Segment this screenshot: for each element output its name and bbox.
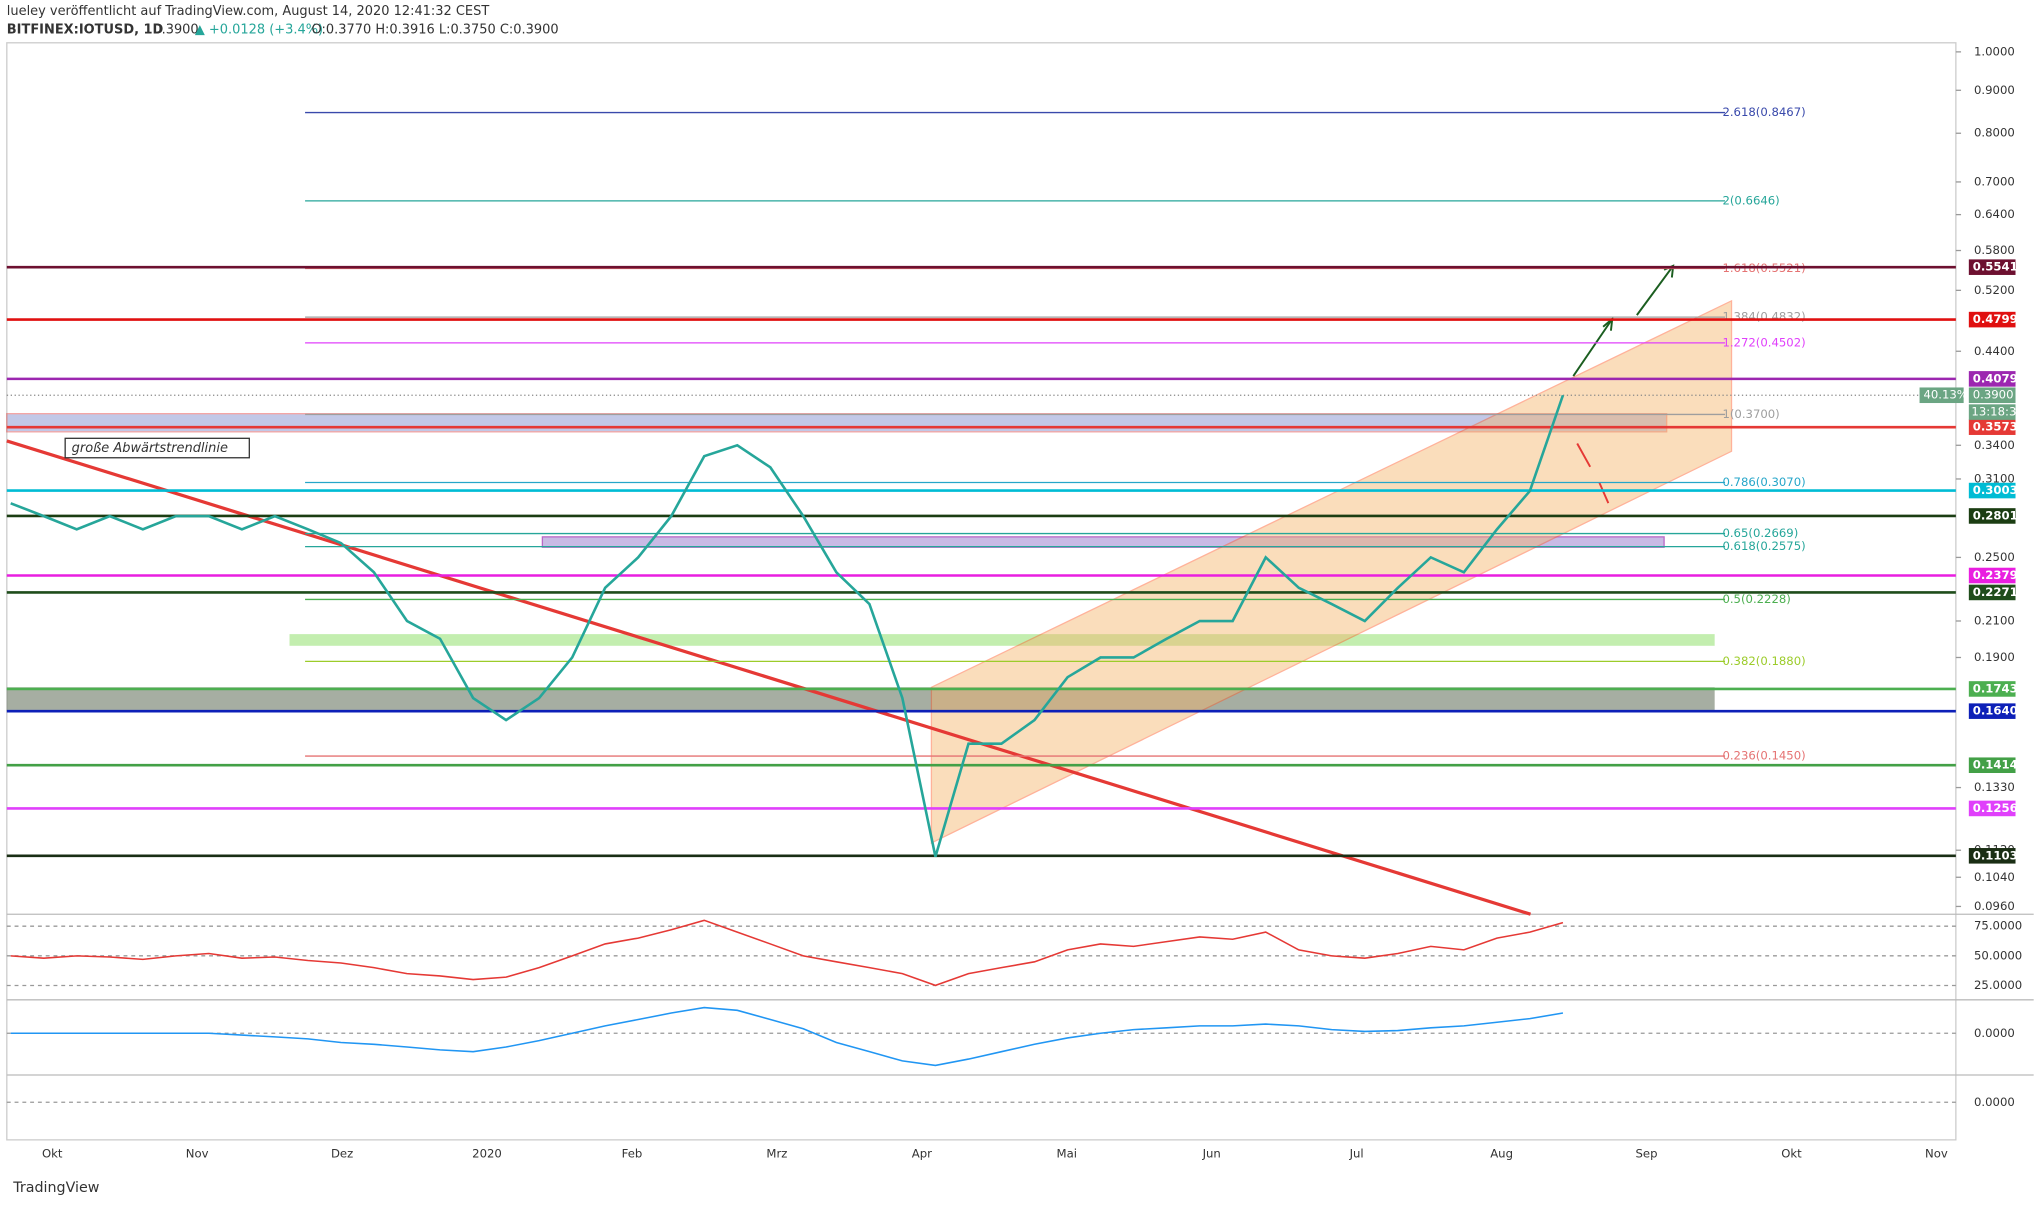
zone — [289, 634, 1715, 646]
level-label: 0.3003 — [1973, 483, 2018, 497]
x-tick-label: Apr — [912, 1147, 932, 1161]
logo: TradingView — [12, 1180, 99, 1196]
price-tag — [1968, 387, 2016, 404]
level-tag — [1968, 419, 2016, 435]
level-tag — [1968, 584, 2016, 601]
rsi-line — [10, 919, 1564, 987]
change-tag — [1919, 387, 1964, 404]
y-tick-label: 0.2500 — [1974, 550, 2015, 564]
y-tick-label: 0.0960 — [1974, 899, 2015, 913]
price-line — [10, 394, 1565, 858]
countdown: 13:18:32 — [1971, 405, 2023, 419]
zone — [6, 687, 1715, 711]
fib-label: 1(0.3700) — [1722, 407, 1779, 421]
symbol: BITFINEX:IOTUSD, 1D — [7, 22, 164, 37]
level-tag — [1968, 567, 2016, 584]
annotation-box — [64, 437, 250, 459]
x-tick-label: Nov — [1925, 1147, 1948, 1161]
y-tick-label: 0.1330 — [1974, 780, 2015, 794]
y-tick-label: 0.0000 — [1974, 1026, 2015, 1040]
level-label: 0.2801 — [1973, 508, 2018, 522]
fib-label: 0.786(0.3070) — [1722, 475, 1805, 489]
x-tick-label: Mai — [1057, 1147, 1077, 1161]
level-tag — [1968, 757, 2016, 774]
level-tag — [1968, 482, 2016, 499]
publisher: lueley veröffentlicht auf TradingView.co… — [7, 4, 490, 19]
zone — [6, 413, 1668, 433]
y-tick-label: 0.1040 — [1974, 870, 2015, 884]
y-tick-label: 0.0000 — [1974, 1095, 2015, 1109]
y-tick-label: 0.7000 — [1974, 174, 2015, 188]
y-tick-label: 75.0000 — [1974, 919, 2022, 933]
x-tick-label: Feb — [622, 1147, 643, 1161]
last-price: 0.3900 — [153, 22, 198, 37]
fib-label: 0.382(0.1880) — [1722, 654, 1805, 668]
level-tag — [1968, 311, 2016, 328]
arrow-up — [1572, 265, 1674, 377]
change: ▲ +0.0128 (+3.4%) — [195, 22, 323, 37]
annotation: große Abwärtstrendlinie — [72, 441, 228, 456]
x-tick-label: Dez — [331, 1147, 353, 1161]
level-tag — [1968, 259, 2016, 275]
y-tick-label: 0.3400 — [1974, 438, 2015, 452]
channel — [930, 299, 1733, 844]
x-tick-label: Okt — [1781, 1147, 1802, 1161]
fib-label: 1.384(0.4832) — [1722, 310, 1805, 324]
y-tick-label: 0.5800 — [1974, 243, 2015, 257]
ohlc: O:0.3770 H:0.3916 L:0.3750 C:0.3900 — [312, 22, 559, 37]
x-tick-label: Nov — [186, 1147, 209, 1161]
x-tick-label: Mrz — [766, 1147, 787, 1161]
y-tick-label: 0.5200 — [1974, 283, 2015, 297]
x-tick-label: Jul — [1349, 1147, 1364, 1161]
macd-line — [10, 1006, 1564, 1067]
fib-label: 0.65(0.2669) — [1722, 526, 1798, 540]
level-label: 0.1414 — [1973, 758, 2018, 772]
y-tick-label: 0.9000 — [1974, 83, 2015, 97]
level-tag — [1968, 371, 2016, 387]
fib-label: 0.236(0.1450) — [1722, 749, 1805, 763]
level-label: 0.3573 — [1973, 420, 2018, 434]
fib-label: 0.5(0.2228) — [1722, 592, 1790, 606]
y-tick-label: 0.8000 — [1974, 126, 2015, 140]
x-tick-label: Jun — [1202, 1147, 1221, 1161]
level-label: 0.1743 — [1973, 681, 2018, 695]
level-label: 0.5541 — [1973, 260, 2018, 274]
level-label: 0.4799 — [1973, 312, 2018, 326]
x-tick-label: 2020 — [472, 1147, 502, 1161]
fib-label: 2(0.6646) — [1722, 193, 1779, 207]
level-tag — [1968, 508, 2016, 524]
change-label: 40.13% — [1923, 388, 1967, 402]
level-tag — [1968, 703, 2016, 719]
x-tick-label: Okt — [42, 1147, 63, 1161]
countdown-tag — [1968, 404, 2016, 420]
y-tick-label: 50.0000 — [1974, 948, 2022, 962]
level-label: 0.4079 — [1973, 371, 2018, 385]
fib-label: 0.618(0.2575) — [1722, 539, 1805, 553]
arrow-down — [1576, 443, 1610, 504]
downtrend-line — [6, 439, 1532, 916]
fib-label: 1.272(0.4502) — [1722, 335, 1805, 349]
y-tick-label: 0.1900 — [1974, 650, 2015, 664]
fib-label: 2.618(0.8467) — [1722, 105, 1805, 119]
y-tick-label: 0.3100 — [1974, 471, 2015, 485]
y-tick-label: 25.0000 — [1974, 978, 2022, 992]
x-tick-label: Aug — [1490, 1147, 1513, 1161]
price-label: 0.3900 — [1973, 388, 2014, 402]
level-tag — [1968, 681, 2016, 697]
x-tick-label: Sep — [1636, 1147, 1658, 1161]
y-tick-label: 0.6400 — [1974, 207, 2015, 221]
level-label: 0.2271 — [1973, 585, 2018, 599]
y-tick-label: 0.2100 — [1974, 613, 2015, 627]
y-tick-label: 1.0000 — [1974, 44, 2015, 58]
level-tag — [1968, 848, 2016, 864]
y-tick-label: 0.4400 — [1974, 344, 2015, 358]
level-tag — [1968, 800, 2016, 817]
level-label: 0.1103 — [1973, 848, 2018, 862]
level-label: 0.2379 — [1973, 568, 2018, 582]
level-label: 0.1640 — [1973, 704, 2018, 718]
level-label: 0.1256 — [1973, 801, 2018, 815]
